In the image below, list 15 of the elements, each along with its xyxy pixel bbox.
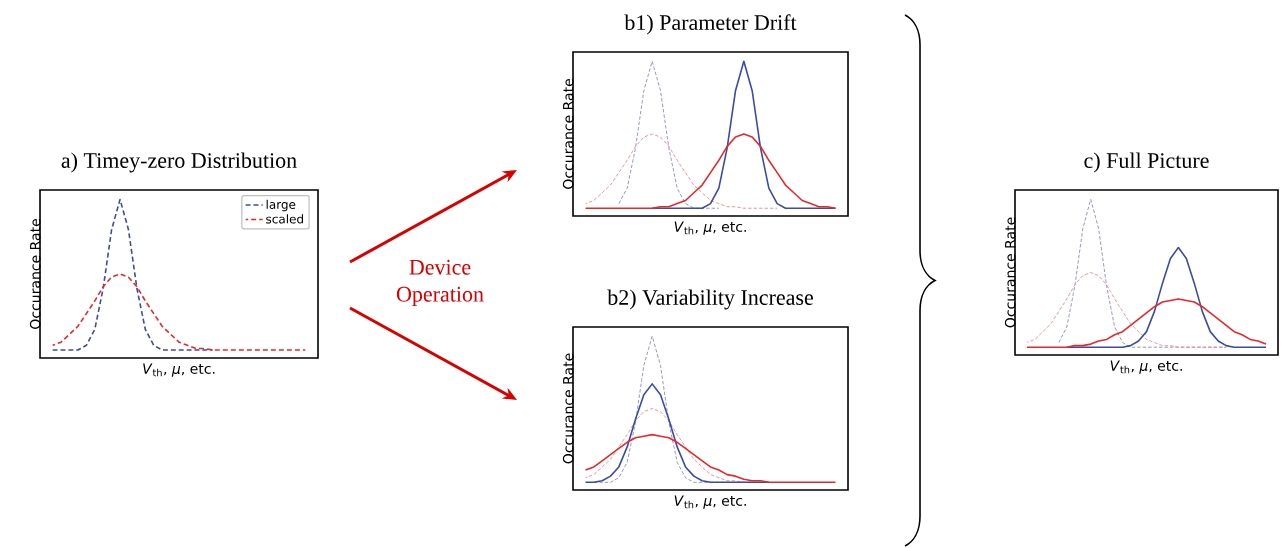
y-axis-title: Occurance Rate (29, 219, 41, 329)
chart-title: b1) Parameter Drift (624, 14, 797, 35)
y-axis-title: Occurance Rate (562, 353, 574, 464)
y-axis-title: Occurance Rate (562, 79, 574, 189)
x-axis-title: V$_{th}$, μ, etc. (674, 221, 746, 235)
chart-title: b2) Variability Increase (607, 289, 813, 310)
x-axis-title: V$_{th}$, μ, etc. (674, 495, 746, 509)
y-axis-title: Occurance Rate (1004, 217, 1016, 328)
legend-label: scaled (266, 214, 303, 224)
x-axis-title: V$_{th}$, μ, etc. (143, 363, 215, 377)
chart-title: c) Full Picture (1084, 152, 1209, 173)
x-axis-title: V$_{th}$, μ, etc. (1110, 360, 1182, 374)
text: Device Operation (396, 259, 484, 307)
legend-label: large (266, 199, 296, 212)
chart-title: a) Timey-zero Distribution (61, 152, 297, 173)
